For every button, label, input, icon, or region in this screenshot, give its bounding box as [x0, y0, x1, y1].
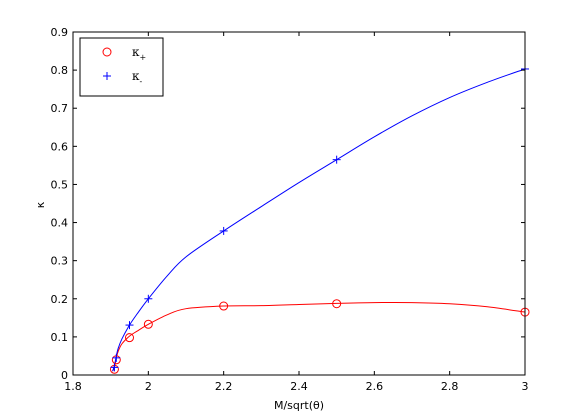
x-tick-label: 3: [522, 380, 529, 393]
x-tick-label: 2.2: [215, 380, 233, 393]
data-point-plus: [219, 226, 228, 235]
y-tick-label: 0.1: [51, 331, 69, 344]
x-tick-label: 2.6: [366, 380, 384, 393]
data-point-circle: [332, 299, 342, 309]
x-tick-label: 1.8: [64, 380, 82, 393]
data-point-plus: [125, 321, 134, 330]
axis-ticks: 1.8 2 2.2 2.4 2.6 2.8 3 0 0.1 0.2 0.3 0.4 0.5 0.6 0.7 0…: [51, 26, 529, 393]
y-tick-label: 0: [61, 369, 68, 382]
data-point-circle: [125, 333, 134, 343]
series-line-0: [112, 301, 526, 372]
legend-entry-label: κ+: [132, 45, 146, 62]
legend-marker-circle: [102, 47, 112, 57]
legend-entry-label: κ-: [132, 69, 143, 86]
y-tick-label: 0.2: [51, 293, 69, 306]
x-tick-label: 2: [145, 380, 152, 393]
legend-box: [79, 37, 164, 97]
y-tick-label: 0.4: [51, 217, 69, 230]
x-tick-label: 2.8: [441, 380, 459, 393]
y-axis-label: κ: [34, 201, 47, 208]
data-point-circle: [219, 301, 229, 311]
x-tick-label: 2.4: [290, 380, 308, 393]
legend: κ+ κ-: [79, 37, 164, 97]
y-tick-label: 0.7: [51, 102, 69, 115]
data-point-plus: [144, 294, 153, 303]
data-point-plus: [112, 353, 121, 362]
y-tick-label: 0.9: [51, 26, 69, 39]
y-tick-label: 0.6: [51, 140, 69, 153]
data-point-plus: [332, 155, 341, 164]
data-point-circle: [143, 319, 153, 329]
legend-marker-plus: [103, 72, 111, 80]
y-tick-label: 0.5: [51, 178, 69, 191]
y-tick-label: 0.3: [51, 255, 69, 268]
y-tick-label: 0.8: [51, 64, 69, 77]
series-curves: [112, 68, 526, 372]
series-markers: [109, 64, 530, 374]
series-line-1: [112, 68, 526, 372]
x-axis-label: M/sqrt(θ): [274, 399, 324, 412]
data-point-plus: [110, 363, 119, 372]
